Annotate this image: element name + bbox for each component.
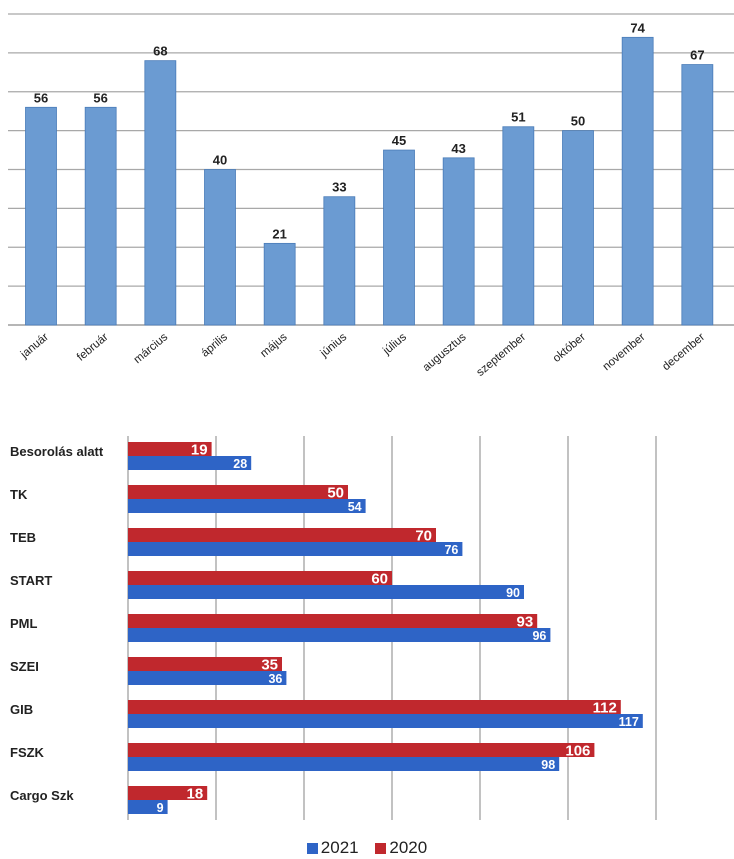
bar-2020	[128, 657, 282, 671]
tick-label: szeptember	[475, 331, 529, 379]
data-label-2020: 19	[191, 442, 208, 459]
tick-label: július	[380, 331, 409, 358]
category-label: START	[10, 573, 52, 588]
tick-label: március	[132, 331, 171, 366]
bar-2021	[128, 542, 463, 556]
data-label: 21	[272, 226, 286, 241]
monthly-bar-chart: 56 január 56 február 68 március 40 április 21 máj…	[8, 13, 734, 379]
data-label-2020: 35	[261, 657, 278, 674]
data-label: 33	[332, 180, 346, 195]
bar-2021	[128, 456, 252, 470]
bar-2020	[128, 442, 212, 456]
data-label-2021: 117	[619, 715, 639, 729]
bar-2021	[128, 671, 287, 685]
category-label: FSZK	[10, 745, 45, 760]
legend: 2021 2020	[0, 838, 734, 859]
bar-2020	[128, 700, 621, 714]
data-label-2020: 60	[371, 571, 388, 588]
bar-2020	[128, 485, 348, 499]
category-label: Besorolás alatt	[10, 444, 104, 459]
data-label-2021: 54	[348, 500, 362, 514]
tick-label: november	[601, 331, 648, 373]
bar-április	[204, 169, 236, 326]
tick-label: április	[199, 331, 230, 360]
bar-2021	[128, 757, 560, 771]
legend-item-2020: 2020	[375, 838, 427, 858]
bar-május	[263, 242, 296, 326]
data-label-2020: 18	[187, 786, 204, 803]
legend-label-2020: 2020	[389, 838, 428, 857]
bar-2021	[128, 585, 524, 599]
category-label: PML	[10, 616, 38, 631]
bar-2021	[128, 800, 168, 814]
data-label: 45	[392, 133, 406, 148]
category-label: Cargo Szk	[10, 788, 74, 803]
data-label-2021: 98	[541, 758, 555, 772]
bar-november	[621, 36, 654, 326]
data-label-2020: 112	[593, 700, 617, 717]
bar-2020	[128, 743, 595, 757]
data-label: 67	[690, 48, 704, 63]
data-label-2021: 90	[506, 586, 520, 600]
data-label: 68	[153, 44, 167, 59]
tick-label: december	[660, 331, 707, 373]
bar-január	[25, 106, 57, 326]
bar-június	[323, 196, 356, 326]
tick-label: augusztus	[421, 331, 469, 374]
bar-2020	[128, 614, 538, 628]
tick-label: június	[318, 331, 350, 360]
data-label: 74	[630, 20, 645, 35]
category-bar-chart: Besorolás alatt 19 28 TK 50 54 TEB 70 76 START 60 9…	[10, 436, 657, 820]
category-label: TK	[10, 487, 28, 502]
data-label-2020: 106	[565, 743, 590, 760]
data-label: 51	[511, 110, 525, 125]
data-label-2021: 96	[532, 629, 546, 643]
bar-2021	[128, 628, 551, 642]
bar-február	[84, 106, 117, 326]
tick-label: február	[75, 331, 111, 364]
bar-július	[383, 149, 415, 326]
category-label: GIB	[10, 702, 33, 717]
tick-label: január	[18, 331, 51, 361]
data-label-2021: 76	[444, 543, 458, 557]
bar-december	[681, 64, 714, 326]
bar-2020	[128, 571, 392, 585]
data-label: 43	[451, 141, 465, 156]
category-label: SZEI	[10, 659, 39, 674]
legend-swatch-2021	[306, 842, 318, 854]
data-label-2021: 36	[268, 672, 282, 686]
data-label: 56	[93, 90, 107, 105]
bar-2021	[128, 714, 643, 728]
category-label: TEB	[10, 530, 36, 545]
data-label: 40	[213, 153, 227, 168]
bar-szeptember	[502, 126, 535, 326]
data-label-2020: 93	[517, 614, 534, 631]
bar-október	[562, 130, 594, 326]
bar-2020	[128, 528, 436, 542]
data-label: 50	[571, 114, 585, 129]
data-label: 56	[34, 90, 48, 105]
bar-március	[144, 60, 177, 326]
legend-swatch-2020	[375, 842, 387, 854]
data-label-2021: 9	[157, 801, 164, 815]
data-label-2020: 70	[415, 528, 432, 545]
bar-2021	[128, 499, 366, 513]
tick-label: május	[258, 331, 289, 360]
tick-label: október	[551, 331, 588, 365]
legend-item-2021: 2021	[306, 838, 359, 858]
bar-augusztus	[442, 157, 475, 326]
legend-label-2021: 2021	[320, 838, 359, 857]
data-label-2020: 50	[327, 485, 344, 502]
bar-2020	[128, 786, 208, 800]
data-label-2021: 28	[233, 457, 247, 471]
